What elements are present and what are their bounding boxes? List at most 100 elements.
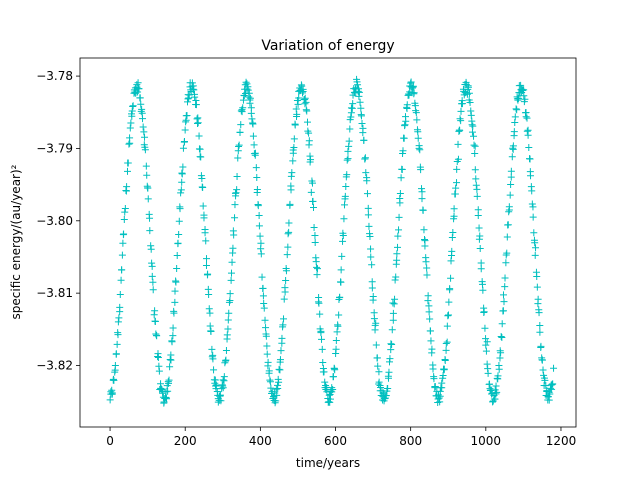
- data-point: [335, 311, 343, 319]
- data-point: [135, 85, 143, 93]
- data-point: [526, 155, 534, 163]
- data-point: [155, 362, 163, 370]
- data-point: [329, 386, 337, 394]
- data-point: [466, 98, 474, 106]
- data-point: [288, 169, 296, 177]
- data-point: [202, 237, 210, 245]
- data-point: [227, 269, 235, 277]
- data-point: [470, 132, 478, 140]
- data-point: [527, 172, 535, 180]
- data-point: [453, 179, 461, 187]
- data-point: [546, 390, 554, 398]
- data-point: [341, 192, 349, 200]
- data-point: [260, 304, 268, 312]
- data-point: [122, 186, 130, 194]
- data-point: [394, 243, 402, 251]
- data-point: [368, 261, 376, 269]
- data-point: [235, 143, 243, 151]
- y-tick-label: −3.79: [36, 141, 73, 155]
- data-point: [166, 355, 174, 363]
- data-point: [176, 205, 184, 213]
- data-point: [467, 107, 475, 115]
- data-point: [532, 244, 540, 252]
- data-point: [147, 245, 155, 253]
- data-point: [237, 121, 245, 129]
- data-point: [272, 397, 280, 405]
- data-point: [320, 368, 328, 376]
- data-point: [456, 126, 464, 134]
- data-point: [254, 202, 262, 210]
- data-point: [492, 382, 500, 390]
- data-point: [266, 376, 274, 384]
- x-tick-label: 0: [106, 434, 114, 448]
- data-point: [165, 376, 173, 384]
- data-point: [310, 223, 318, 231]
- data-point: [120, 216, 128, 224]
- data-point: [434, 391, 442, 399]
- data-point: [497, 349, 505, 357]
- data-point: [428, 345, 436, 353]
- data-point: [298, 82, 306, 90]
- data-point: [489, 397, 497, 405]
- data-point: [319, 359, 327, 367]
- data-point: [502, 251, 510, 259]
- data-point: [457, 107, 465, 115]
- data-point: [316, 310, 324, 318]
- data-point: [436, 387, 444, 395]
- data-point: [235, 141, 243, 149]
- data-point: [412, 109, 420, 117]
- data-point: [331, 366, 339, 374]
- data-point: [339, 237, 347, 245]
- data-point: [234, 154, 242, 162]
- data-point: [149, 278, 157, 286]
- data-point: [534, 295, 542, 303]
- data-point: [523, 127, 531, 135]
- y-axis-label: specific energy/(au/year)²: [9, 164, 23, 319]
- data-point: [177, 189, 185, 197]
- data-point: [375, 378, 383, 386]
- data-point: [224, 325, 232, 333]
- data-point: [469, 122, 477, 130]
- data-point: [169, 324, 177, 332]
- data-point: [332, 337, 340, 345]
- x-tick-label: 800: [399, 434, 422, 448]
- data-point: [202, 261, 210, 269]
- data-point: [510, 128, 518, 136]
- data-point: [148, 272, 156, 280]
- data-point: [171, 298, 179, 306]
- data-point: [531, 239, 539, 247]
- data-point: [481, 324, 489, 332]
- data-point: [141, 146, 149, 154]
- data-point: [344, 155, 352, 163]
- data-point: [188, 79, 196, 87]
- data-point: [497, 333, 505, 341]
- data-point: [494, 372, 502, 380]
- data-point: [219, 376, 227, 384]
- data-point: [206, 322, 214, 330]
- data-point: [305, 129, 313, 137]
- data-point: [279, 321, 287, 329]
- y-tick-label: −3.80: [36, 214, 73, 228]
- chart-title: Variation of energy: [261, 38, 394, 54]
- data-point: [524, 131, 532, 139]
- data-point: [375, 368, 383, 376]
- data-point: [393, 256, 401, 264]
- data-point: [219, 384, 227, 392]
- data-point: [419, 206, 427, 214]
- data-point: [192, 97, 200, 105]
- data-point: [426, 327, 434, 335]
- data-point: [179, 163, 187, 171]
- data-point: [402, 117, 410, 125]
- data-point: [409, 82, 417, 90]
- data-point: [116, 290, 124, 298]
- data-point: [302, 98, 310, 106]
- data-point: [475, 224, 483, 232]
- data-point: [170, 309, 178, 317]
- data-point: [205, 305, 213, 313]
- data-point: [126, 139, 134, 147]
- data-point: [239, 104, 247, 112]
- data-point: [415, 142, 423, 150]
- data-point: [468, 121, 476, 129]
- data-point: [281, 288, 289, 296]
